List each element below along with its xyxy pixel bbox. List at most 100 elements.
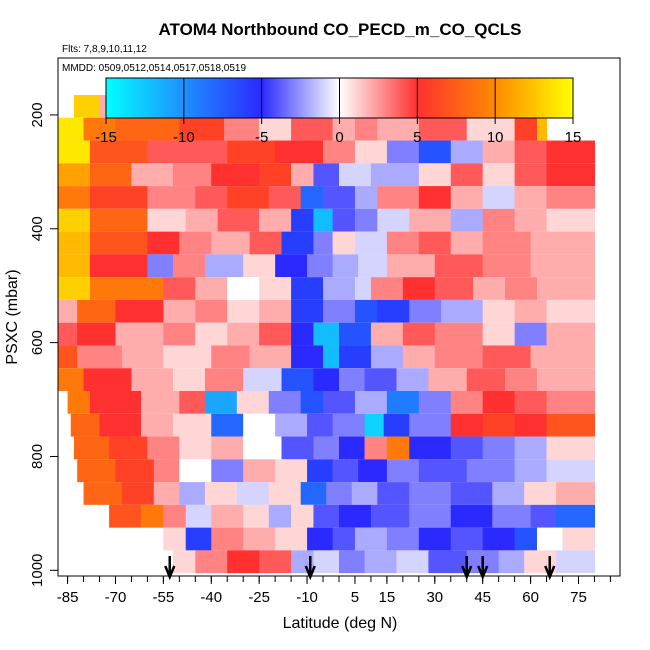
flight-arrow: [544, 556, 556, 581]
heatmap-cell: [450, 504, 493, 528]
heatmap-cell: [204, 482, 238, 505]
heatmap-cell: [546, 322, 596, 346]
heatmap-cell: [58, 277, 91, 300]
heatmap-cell: [409, 436, 452, 460]
heatmap-cell: [514, 186, 548, 209]
heatmap-cell: [115, 459, 155, 483]
heatmap-cell: [172, 368, 206, 391]
heatmap-cell: [514, 391, 548, 414]
heatmap-cell: [377, 482, 410, 505]
heatmap-cell: [89, 231, 149, 255]
heatmap-cell: [204, 254, 244, 278]
heatmap-cell: [492, 482, 525, 505]
heatmap-cell: [163, 504, 187, 528]
heatmap-cell: [332, 413, 366, 437]
heatmap-cell: [383, 413, 410, 437]
heatmap-cell: [307, 527, 334, 551]
heatmap-cell: [204, 368, 244, 391]
heatmap-cell: [259, 117, 292, 141]
heatmap-cell: [524, 482, 557, 505]
heatmap-cell: [243, 527, 276, 551]
flight-arrow: [304, 556, 316, 581]
heatmap-cell: [179, 391, 206, 414]
heatmap-cell: [339, 163, 372, 187]
heatmap-cell: [498, 550, 525, 574]
heatmap-cell: [354, 117, 378, 141]
colorbar-tick-label: 15: [565, 129, 582, 146]
x-tick-label: -25: [248, 589, 270, 606]
y-tick-label: 400: [29, 216, 46, 241]
heatmap-cell: [291, 208, 315, 232]
heatmap-cell: [530, 345, 596, 369]
heatmap-cell: [418, 459, 468, 483]
heatmap-cell: [354, 231, 388, 255]
heatmap-cell: [370, 504, 410, 528]
heatmap-cell: [73, 436, 110, 460]
chart-subtitle: Flts: 7,8,9,10,11,12: [62, 44, 147, 55]
heatmap-cell: [268, 504, 292, 528]
heatmap-cell: [291, 277, 324, 300]
heatmap-cell: [291, 117, 334, 141]
heatmap-cell: [259, 550, 292, 574]
heatmap-cell: [402, 322, 436, 346]
heatmap-cell: [58, 368, 85, 391]
heatmap-cell: [482, 527, 516, 551]
heatmap-cell: [77, 345, 123, 369]
heatmap-cell: [211, 345, 251, 369]
heatmap-cell: [418, 140, 452, 164]
heatmap-cell: [364, 413, 385, 437]
heatmap-cell: [227, 550, 260, 574]
heatmap-cell: [514, 163, 548, 187]
heatmap-cell: [58, 186, 91, 209]
heatmap-cell: [354, 208, 378, 232]
heatmap-cell: [386, 254, 436, 278]
heatmap-cell: [396, 550, 430, 574]
heatmap-cell: [450, 391, 484, 414]
heatmap-cell: [291, 550, 315, 574]
heatmap-cell: [377, 299, 410, 323]
heatmap-cell: [323, 140, 356, 164]
heatmap-cell: [482, 436, 516, 460]
heatmap-cell: [313, 208, 334, 232]
heatmap-cell: [339, 322, 372, 346]
heatmap-cell: [163, 299, 196, 323]
heatmap-cell: [185, 208, 219, 232]
heatmap-bands: [58, 95, 596, 574]
y-tick-label: 200: [29, 102, 46, 127]
heatmap-cell: [179, 231, 212, 255]
heatmap-cell: [530, 254, 596, 278]
colorbar-ticks: -15 -10 -5 0 5 10 15: [95, 78, 581, 146]
heatmap-cell: [224, 117, 260, 141]
heatmap-cell: [473, 277, 506, 300]
heatmap-cell: [332, 231, 356, 255]
colorbar-tick-label: 10: [487, 129, 504, 146]
heatmap-cell: [249, 231, 283, 255]
heatmap-cell: [204, 391, 238, 414]
heatmap-cell: [73, 95, 101, 118]
heatmap-cell: [386, 459, 420, 483]
heatmap-cell: [377, 186, 420, 209]
heatmap-cell: [514, 459, 548, 483]
heatmap-cell: [370, 345, 404, 369]
heatmap-cell: [153, 459, 180, 483]
heatmap-cell: [163, 277, 196, 300]
x-tick-label: -55: [153, 589, 175, 606]
heatmap-cell: [351, 482, 378, 505]
heatmap-cell: [70, 413, 101, 437]
heatmap-cell: [307, 413, 334, 437]
heatmap-cell: [313, 163, 340, 187]
heatmap-cell: [58, 117, 85, 141]
heatmap-cell: [466, 368, 506, 391]
heatmap-cell: [482, 208, 516, 232]
heatmap-cell: [546, 208, 596, 232]
heatmap-cell: [339, 368, 366, 391]
heatmap-cell: [409, 413, 452, 437]
heatmap-cell: [313, 368, 340, 391]
heatmap-cell: [211, 231, 251, 255]
heatmap-cell: [195, 277, 228, 300]
x-tick-label: -40: [200, 589, 222, 606]
heatmap-cell: [249, 345, 292, 369]
heatmap-cell: [211, 436, 244, 460]
heatmap-cell: [243, 459, 276, 483]
heatmap-cell: [450, 482, 493, 505]
